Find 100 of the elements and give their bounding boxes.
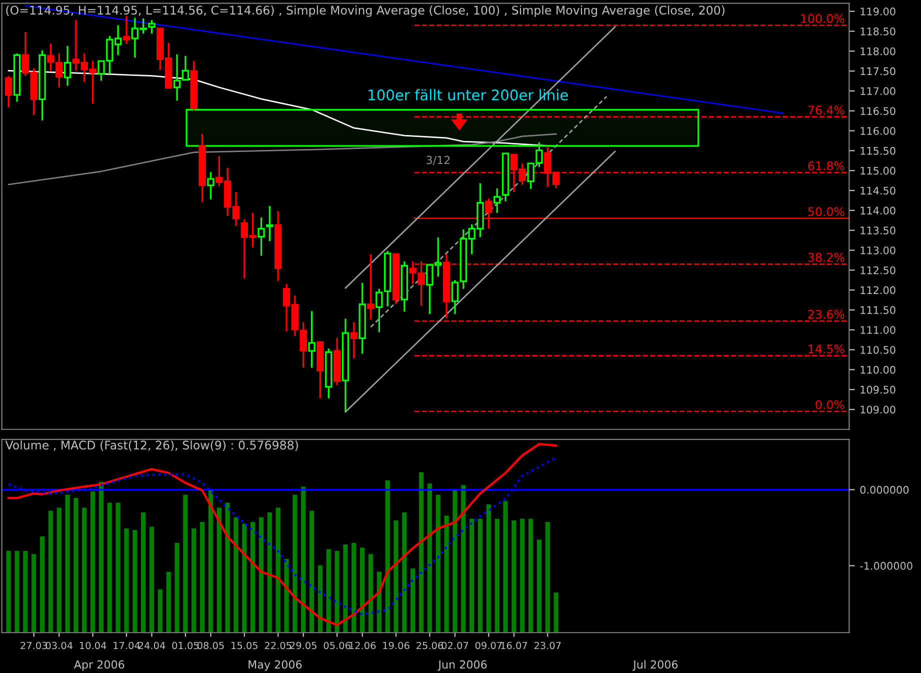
y-tick-label: 112.50 <box>860 266 896 274</box>
bar <box>132 530 138 633</box>
bar <box>478 518 483 633</box>
bar <box>318 565 323 633</box>
x-tick-label: 01.05 <box>172 642 199 650</box>
bar <box>360 548 365 633</box>
bar <box>402 512 407 633</box>
y-tick-label: 114.50 <box>860 186 896 195</box>
chart-title: (O=114.95, H=114.95, L=114.56, C=114.66) , Simple Moving Average (Close, 100) , Simple Moving Average (Close, 200) <box>6 5 724 17</box>
x-tick-label: 29.05 <box>290 642 316 650</box>
bar <box>166 572 171 633</box>
annotation: 3/12 <box>426 156 450 166</box>
bar <box>427 484 432 633</box>
candlestick <box>493 188 501 214</box>
y-tick-label: 112.00 <box>860 286 896 294</box>
bar <box>536 540 542 633</box>
bar <box>32 554 36 633</box>
x-tick-label: 23.07 <box>534 642 561 650</box>
bar <box>309 510 314 633</box>
annotation: 61.8% <box>808 161 844 170</box>
bar <box>98 482 104 633</box>
y-tick-label: 113.00 <box>860 246 896 254</box>
x-tick-label: 03.04 <box>46 642 72 650</box>
x-tick-label: 22.05 <box>264 642 292 650</box>
x-tick-label: 10.04 <box>80 642 106 650</box>
bar <box>250 522 256 633</box>
bar <box>528 518 534 633</box>
y-tick-label: 116.50 <box>860 107 896 115</box>
bar <box>520 518 525 633</box>
bar <box>452 490 458 633</box>
x-tick-label: 05.06 <box>324 642 350 650</box>
x-tick-label: 19.06 <box>383 642 410 650</box>
bar <box>225 502 230 633</box>
bar <box>124 528 129 633</box>
annotation: 50.0% <box>808 207 844 216</box>
bar <box>192 528 196 633</box>
bar <box>470 518 474 633</box>
bar <box>301 486 306 633</box>
bar <box>200 522 205 633</box>
bar <box>6 550 11 633</box>
bar <box>394 520 398 633</box>
bar <box>107 502 112 633</box>
bar <box>48 510 54 633</box>
text: May 2006 <box>248 660 302 671</box>
x-tick-label: 12.06 <box>349 642 376 650</box>
bar <box>554 592 558 633</box>
y-tick-label: -1.000000 <box>860 562 912 570</box>
y-tick-label: 117.00 <box>860 87 896 96</box>
bar <box>343 544 348 633</box>
line-series <box>8 133 557 186</box>
y-tick-label: 110.50 <box>860 346 896 354</box>
candlestick <box>207 171 214 200</box>
bar <box>461 485 466 633</box>
bar <box>14 550 20 633</box>
bar <box>410 568 416 633</box>
x-tick-label: 27.03 <box>20 642 47 650</box>
bar <box>90 492 96 633</box>
bar <box>418 472 424 633</box>
bar <box>234 517 238 633</box>
candlestick <box>266 205 274 242</box>
bar <box>23 550 28 633</box>
bar <box>183 494 188 633</box>
bar <box>258 517 264 633</box>
bar <box>40 536 45 633</box>
bar <box>82 508 87 633</box>
x-tick-label: 15.05 <box>232 642 258 650</box>
bar <box>242 524 247 633</box>
x-tick-label: 25.06 <box>416 642 444 650</box>
annotation: 38.2% <box>808 252 844 262</box>
bar <box>486 504 491 633</box>
bar <box>545 522 550 633</box>
x-tick-label: 16.07 <box>501 642 528 650</box>
x-tick-label: 17.04 <box>114 642 140 650</box>
bar <box>65 494 70 633</box>
candlestick <box>258 216 265 257</box>
candlestick <box>350 321 358 360</box>
candlestick <box>367 253 374 320</box>
annotation: 0.0% <box>816 400 844 410</box>
y-tick-label: 117.50 <box>860 67 896 76</box>
x-tick-label: 24.04 <box>138 642 166 650</box>
bar <box>334 550 340 633</box>
bar <box>292 494 298 633</box>
candlestick <box>148 19 156 34</box>
candlestick <box>308 310 316 368</box>
y-tick-label: 110.00 <box>860 366 896 374</box>
y-tick-label: 113.50 <box>860 226 896 234</box>
x-tick-label: 09.07 <box>475 642 502 650</box>
y-tick-label: 119.00 <box>860 8 896 16</box>
bar <box>326 549 331 633</box>
annotation: 23.6% <box>808 310 844 319</box>
candlestick <box>64 45 72 87</box>
bar <box>267 512 272 633</box>
bar <box>385 480 390 633</box>
bar <box>352 542 356 633</box>
bar <box>141 512 146 633</box>
chart-title: Volume , MACD (Fast(12, 26), Slow(9) : 0.576988) <box>5 440 298 451</box>
bar <box>208 490 214 633</box>
annotation: 14.5% <box>808 344 844 354</box>
bar <box>512 520 516 633</box>
text: Jul 2006 <box>632 660 678 671</box>
